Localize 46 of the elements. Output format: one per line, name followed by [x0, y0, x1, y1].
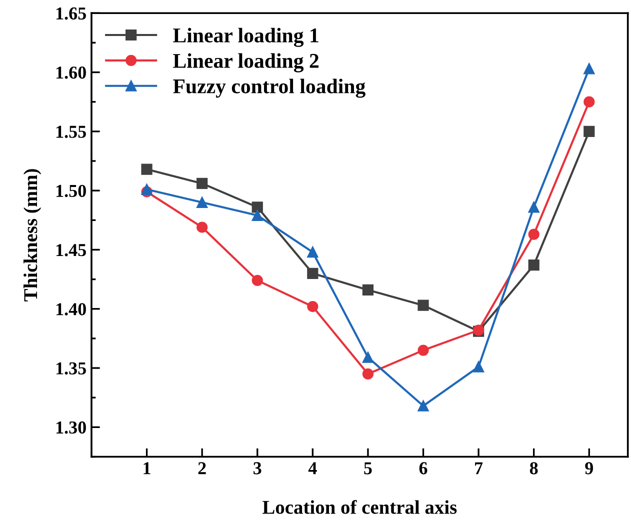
- point: [362, 284, 374, 296]
- point: [362, 352, 374, 363]
- x-tick-label: 8: [530, 462, 538, 474]
- x-tick-label: 7: [475, 462, 483, 474]
- y-tick-label: 1.45: [56, 244, 86, 256]
- point: [418, 400, 429, 412]
- point: [196, 178, 208, 190]
- x-tick-label: 1: [144, 462, 150, 474]
- point: [307, 300, 318, 312]
- y-tick-label: 1.60: [56, 66, 86, 79]
- x-tick-label: 9: [585, 462, 593, 474]
- point: [252, 274, 263, 286]
- x-tick-label: 5: [364, 462, 372, 474]
- point: [307, 268, 318, 279]
- point: [584, 96, 595, 108]
- y-tick-label: 1.50: [56, 184, 86, 198]
- point: [528, 202, 540, 213]
- point: [584, 63, 595, 74]
- point: [528, 260, 540, 271]
- point: [196, 222, 208, 233]
- y-axis-title: Thickness (mm): [24, 169, 42, 302]
- point: [252, 210, 263, 221]
- legend-label: Fuzzy control loading: [173, 78, 366, 98]
- point: [252, 202, 263, 213]
- point: [141, 164, 152, 175]
- point: [418, 300, 429, 311]
- point: [418, 344, 429, 356]
- y-tick-label: 1.40: [56, 303, 86, 316]
- point: [528, 228, 540, 240]
- x-tick-label: 2: [198, 462, 206, 474]
- point: [307, 246, 318, 258]
- y-tick-label: 1.35: [56, 362, 86, 375]
- y-tick-label: 1.55: [56, 126, 86, 138]
- point: [141, 184, 152, 195]
- x-tick-label: 6: [419, 462, 428, 474]
- y-tick-label: 1.30: [56, 421, 86, 434]
- point: [362, 368, 374, 380]
- point: [584, 126, 595, 137]
- legend-label: Linear loading 1: [173, 28, 318, 47]
- x-tick-label: 4: [308, 462, 317, 474]
- y-tick-label: 1.65: [56, 7, 86, 20]
- legend-label: Linear loading 2: [173, 53, 318, 72]
- x-axis-title: Location of central axis: [262, 500, 457, 514]
- point: [472, 361, 484, 372]
- point: [196, 196, 208, 208]
- x-tick-label: 3: [254, 462, 262, 474]
